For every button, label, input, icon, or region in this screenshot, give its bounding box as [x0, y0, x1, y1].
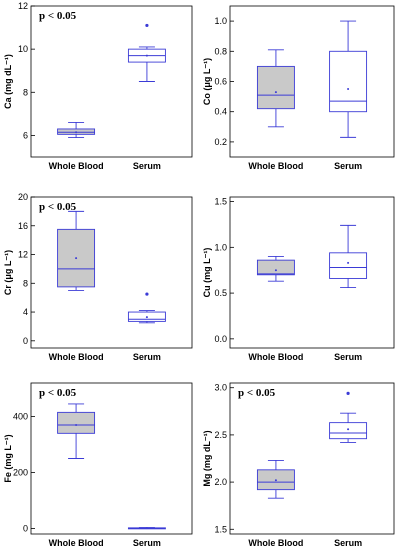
- y-tick-label: 0.6: [214, 77, 227, 87]
- box-whole-blood: [57, 210, 96, 291]
- iqr-box: [256, 65, 295, 110]
- iqr-box: [329, 252, 368, 279]
- panel-2: 0.2 0.4 0.6 0.8 1.0 Co (μg L⁻¹) Whole Blood Ser…: [202, 5, 395, 171]
- y-tick-label: 0.2: [214, 137, 227, 147]
- plot-frame: [30, 382, 193, 535]
- y-tick-label: 0: [23, 336, 28, 346]
- box-serum: [127, 23, 166, 82]
- iqr-box: [256, 259, 295, 276]
- y-tick-label: 0.4: [214, 107, 227, 117]
- box-serum: [329, 20, 368, 138]
- box-whole-blood: [256, 256, 295, 282]
- panel-1: 6 8 10 12 Ca (mg dL⁻¹) Whole Blood Serum p < 0.…: [3, 1, 193, 171]
- iqr-box: [329, 50, 368, 113]
- plot-frame: [229, 382, 395, 535]
- outlier-point: [145, 292, 149, 296]
- category-label: Serum: [334, 538, 362, 548]
- y-axis-title: Cu (mg L⁻¹): [202, 248, 212, 298]
- outlier-point: [346, 391, 350, 395]
- y-tick-label: 200: [13, 467, 28, 477]
- mean-marker: [347, 261, 350, 264]
- mean-marker: [145, 54, 148, 57]
- y-tick-label: 1.5: [214, 524, 227, 534]
- mean-marker: [274, 91, 277, 94]
- y-axis-title: Co (μg L⁻¹): [202, 58, 212, 105]
- y-tick-label: 0: [23, 523, 28, 533]
- panel-4: 0.0 0.5 1.0 1.5 Cu (mg L⁻¹) Whole Blood Serum: [202, 196, 395, 362]
- y-tick-label: 6: [23, 130, 28, 140]
- mean-marker: [274, 269, 277, 272]
- y-tick-label: 12: [18, 1, 28, 11]
- y-axis-title: Fe (mg L⁻¹): [3, 434, 13, 482]
- category-label: Whole Blood: [49, 161, 104, 171]
- category-label: Serum: [133, 352, 161, 362]
- category-label: Whole Blood: [49, 538, 104, 548]
- box-whole-blood: [57, 122, 96, 139]
- mean-marker: [274, 479, 277, 482]
- category-label: Serum: [334, 161, 362, 171]
- panel-5: 0 200 400 Fe (mg L⁻¹) Whole Blood Serum p < 0.…: [3, 382, 193, 548]
- panel-6: 1.5 2.0 2.5 3.0 Mg (mg dL⁻¹) Whole Blood Serum…: [202, 382, 395, 548]
- mean-marker: [347, 88, 350, 91]
- iqr-box: [329, 422, 368, 440]
- category-label: Serum: [133, 161, 161, 171]
- y-tick-label: 12: [18, 250, 28, 260]
- p-value-annotation: p < 0.05: [39, 10, 77, 22]
- mean-marker: [145, 527, 148, 530]
- category-label: Whole Blood: [248, 352, 303, 362]
- p-value-annotation: p < 0.05: [39, 387, 77, 399]
- category-label: Whole Blood: [248, 538, 303, 548]
- box-serum: [127, 292, 166, 324]
- mean-marker: [75, 257, 78, 260]
- mean-marker: [347, 428, 350, 431]
- y-tick-label: 0.0: [214, 334, 227, 344]
- y-tick-label: 0.5: [214, 288, 227, 298]
- y-tick-label: 1.0: [214, 16, 227, 26]
- box-serum: [127, 527, 166, 530]
- y-tick-label: 10: [18, 44, 28, 54]
- plot-frame: [229, 5, 395, 158]
- box-serum: [329, 391, 368, 443]
- box-whole-blood: [256, 49, 295, 128]
- panel-3: 0 4 8 12 16 20 Cr (μg L⁻¹) Whole Blood Serum p < …: [3, 192, 193, 362]
- y-axis-title: Ca (mg dL⁻¹): [3, 54, 13, 109]
- y-tick-label: 2.5: [214, 430, 227, 440]
- mean-marker: [75, 423, 78, 426]
- outlier-point: [145, 23, 149, 28]
- plot-frame: [30, 196, 193, 349]
- y-tick-label: 3.0: [214, 383, 227, 393]
- category-label: Serum: [334, 352, 362, 362]
- box-whole-blood: [57, 403, 96, 459]
- plot-frame: [30, 5, 193, 158]
- y-tick-label: 20: [18, 192, 28, 202]
- y-tick-label: 8: [23, 87, 28, 97]
- y-tick-label: 1.0: [214, 242, 227, 252]
- box-whole-blood: [256, 459, 295, 499]
- mean-marker: [145, 316, 148, 319]
- box-serum: [329, 224, 368, 289]
- y-tick-label: 1.5: [214, 197, 227, 207]
- category-label: Whole Blood: [49, 352, 104, 362]
- y-axis-title: Mg (mg dL⁻¹): [202, 430, 212, 486]
- y-tick-label: 2.0: [214, 477, 227, 487]
- y-tick-label: 0.8: [214, 46, 227, 56]
- iqr-box: [57, 411, 96, 434]
- y-tick-label: 8: [23, 278, 28, 288]
- y-tick-label: 400: [13, 412, 28, 422]
- p-value-annotation: p < 0.05: [238, 387, 276, 399]
- p-value-annotation: p < 0.05: [39, 201, 77, 213]
- category-label: Serum: [133, 538, 161, 548]
- plot-frame: [229, 196, 395, 349]
- y-tick-label: 16: [18, 221, 28, 231]
- y-axis-title: Cr (μg L⁻¹): [3, 250, 13, 295]
- category-label: Whole Blood: [248, 161, 303, 171]
- y-tick-label: 4: [23, 307, 28, 317]
- mean-marker: [75, 131, 78, 134]
